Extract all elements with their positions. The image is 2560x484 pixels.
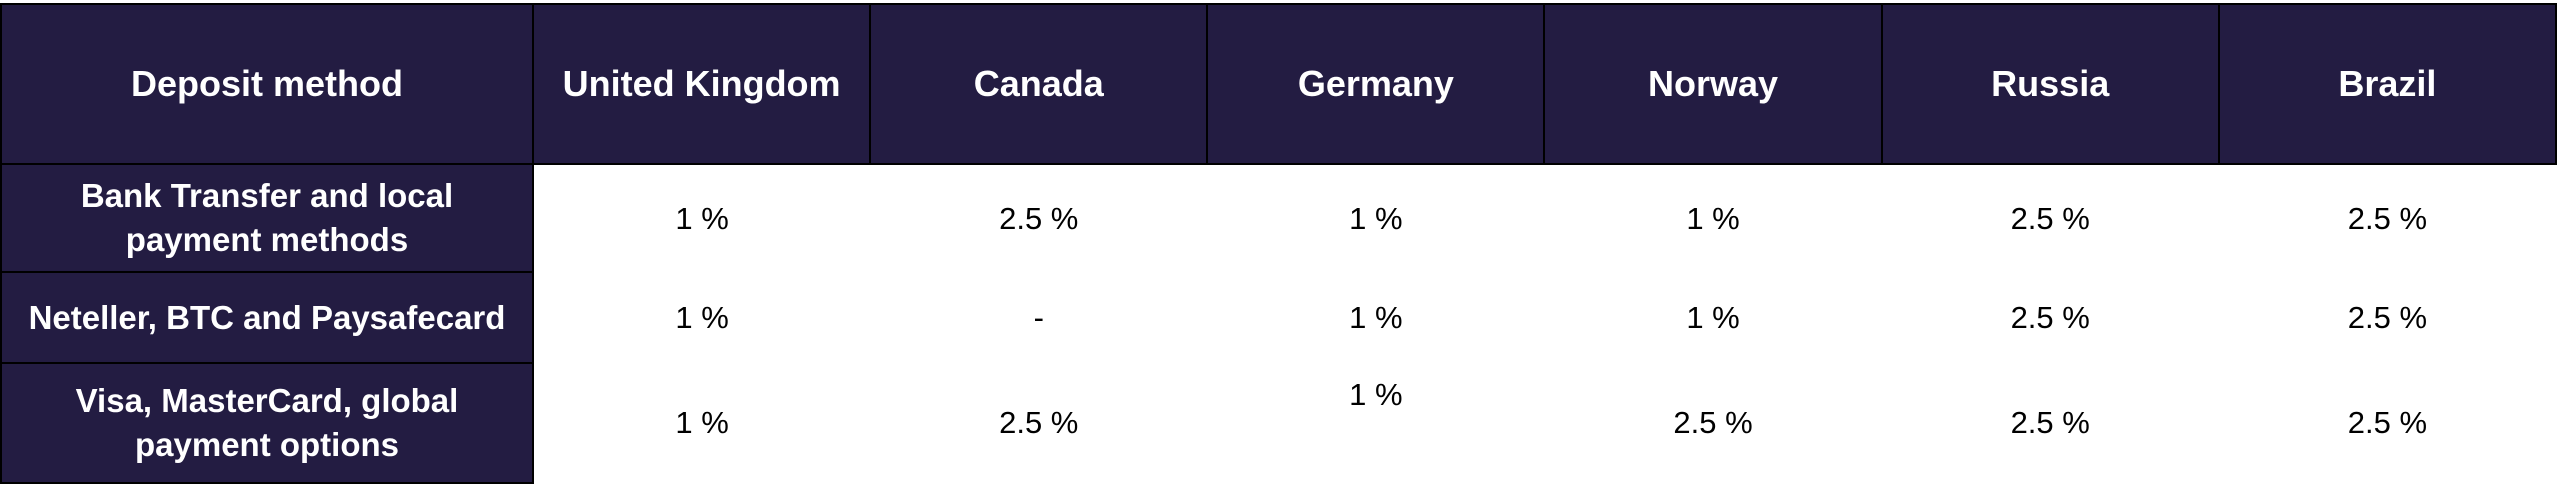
column-header: Russia (1880, 3, 2220, 165)
column-header: Brazil (2217, 3, 2558, 165)
fee-cell: 2.5 % (2347, 405, 2428, 440)
column-header: United Kingdom (531, 3, 872, 165)
fee-cell: - (1033, 299, 1044, 335)
fee-cell: 1 % (1349, 377, 1403, 412)
column-header: Norway (1543, 3, 1883, 165)
fee-cell: 2.5 % (2347, 200, 2428, 236)
fee-cell: 1 % (675, 405, 729, 440)
fee-cell: 2.5 % (999, 405, 1079, 440)
fee-cell: 2.5 % (2010, 200, 2090, 236)
fee-cell: 1 % (1349, 299, 1403, 335)
table-body: Bank Transfer and local payment methods 1… (0, 163, 2556, 484)
fee-cell: 1 % (1686, 299, 1740, 335)
table-row: Neteller, BTC and Paysafecard 1 % - 1 % 1 % 2… (0, 271, 2556, 364)
table-row: Visa, MasterCard, global payment options… (0, 362, 2556, 484)
row-header: Bank Transfer and local payment methods (0, 163, 534, 273)
fee-cell: 2.5 % (2010, 299, 2090, 335)
row-header: Visa, MasterCard, global payment options (0, 362, 534, 484)
fee-cell: 2.5 % (2347, 299, 2428, 335)
fee-table: Deposit method United Kingdom Canada German… (0, 3, 2558, 484)
column-header: Canada (869, 3, 1209, 165)
fee-cell: 2.5 % (2010, 405, 2090, 440)
fee-cell: 1 % (1349, 200, 1403, 236)
header-row: Deposit method United Kingdom Canada German… (0, 3, 2558, 165)
fee-cell: 1 % (675, 200, 729, 236)
column-header: Deposit method (0, 3, 534, 165)
column-header: Germany (1206, 3, 1546, 165)
table-row: Bank Transfer and local payment methods 1… (0, 163, 2556, 273)
fee-cell: 2.5 % (999, 200, 1079, 236)
fee-cell: 2.5 % (1673, 405, 1753, 440)
fee-cell: 1 % (675, 299, 729, 335)
row-header: Neteller, BTC and Paysafecard (0, 271, 534, 364)
fee-cell: 1 % (1686, 200, 1740, 236)
